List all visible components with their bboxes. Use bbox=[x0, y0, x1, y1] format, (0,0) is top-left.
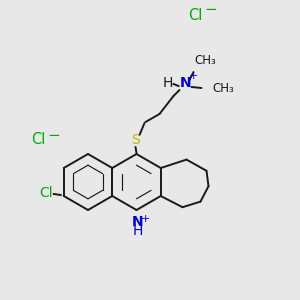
Text: CH₃: CH₃ bbox=[213, 82, 234, 94]
Text: CH₃: CH₃ bbox=[195, 53, 216, 67]
Text: Cl: Cl bbox=[31, 133, 45, 148]
Text: H: H bbox=[132, 224, 143, 238]
Text: +: + bbox=[189, 71, 198, 81]
Text: −: − bbox=[48, 128, 60, 142]
Text: +: + bbox=[141, 214, 150, 224]
Text: S: S bbox=[131, 133, 140, 147]
Text: N: N bbox=[132, 215, 143, 229]
Text: N: N bbox=[180, 76, 191, 90]
Text: H: H bbox=[162, 76, 173, 90]
Text: Cl: Cl bbox=[188, 8, 202, 22]
Text: −: − bbox=[205, 2, 218, 17]
Text: Cl: Cl bbox=[39, 186, 52, 200]
